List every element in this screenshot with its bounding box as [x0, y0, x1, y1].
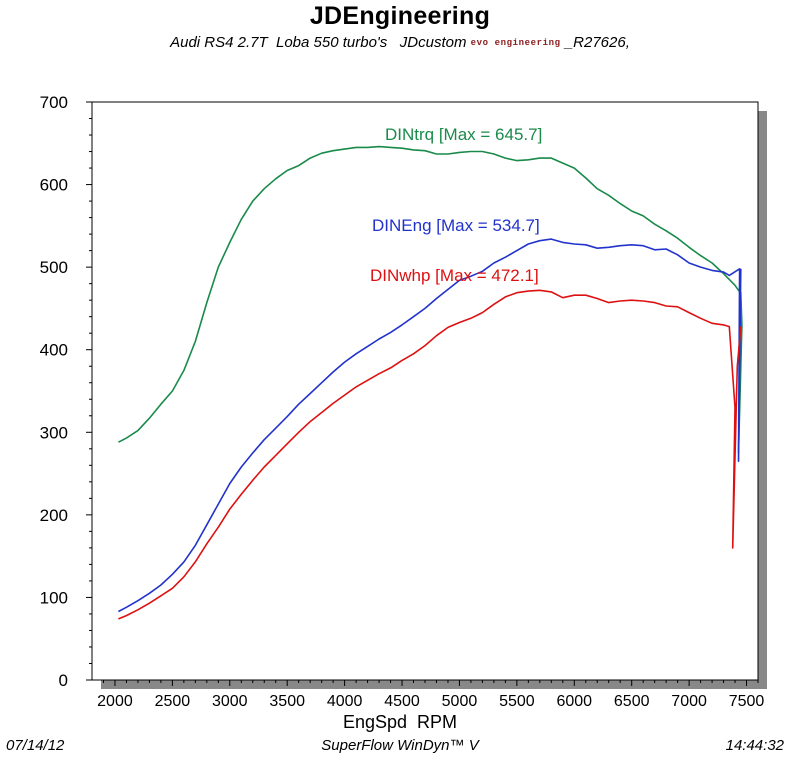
y-tick-label: 600: [40, 176, 68, 195]
x-tick-label: 2500: [155, 693, 191, 710]
annotation-dintrq: DINtrq [Max = 645.7]: [385, 125, 542, 144]
series-line-dintrq: [118, 145, 743, 454]
y-tick-label: 200: [40, 506, 68, 525]
evo-engineering-logo: evo engineering: [470, 38, 561, 48]
annotation-dineng: DINEng [Max = 534.7]: [372, 216, 540, 235]
x-tick-label: 3000: [212, 693, 248, 710]
series-line-dinwhp: [118, 289, 742, 620]
y-tick-label: 300: [40, 423, 68, 442]
footer-time: 14:44:32: [725, 737, 784, 754]
x-tick-label: 6500: [614, 693, 650, 710]
chart-series: [118, 145, 743, 620]
x-axis-label: EngSpd RPM: [342, 712, 458, 732]
tick-labels: 0 100 200 300 400 500 600 700 2000 2500 3000 3500 40…: [40, 93, 765, 710]
chart-title: JDEngineering: [309, 2, 491, 30]
x-tick-label: 7000: [671, 693, 707, 710]
chart-subtitle: Audi RS4 2.7T Loba 550 turbo's JDcustom …: [0, 34, 800, 51]
x-tick-label: 6000: [556, 693, 592, 710]
x-tick-label: 3500: [269, 693, 305, 710]
x-tick-label: 7500: [729, 693, 765, 710]
annotation-dinwhp: DINwhp [Max = 472.1]: [370, 266, 539, 285]
chart-axes: [86, 101, 767, 689]
series-line-dineng: [118, 238, 742, 613]
y-tick-label: 100: [40, 588, 68, 607]
y-tick-label: 400: [40, 341, 68, 360]
x-tick-label: 2000: [97, 693, 133, 710]
subtitle-text: Audi RS4 2.7T Loba 550 turbo's JDcustom: [170, 34, 471, 51]
y-tick-label: 0: [59, 671, 68, 690]
series-annotations: DINtrq [Max = 645.7] DINEng [Max = 534.7]…: [370, 125, 542, 285]
y-tick-label: 500: [40, 258, 68, 277]
footer-date: 07/14/12: [6, 737, 65, 754]
x-tick-label: 4000: [327, 693, 363, 710]
x-tick-label: 4500: [384, 693, 420, 710]
footer-software: SuperFlow WinDyn™ V: [321, 737, 479, 754]
plot-area: [91, 101, 759, 681]
y-tick-label: 700: [40, 93, 68, 112]
subtitle-tail: _R27626,: [560, 34, 630, 51]
x-tick-label: 5000: [442, 693, 478, 710]
x-tick-label: 5500: [499, 693, 535, 710]
